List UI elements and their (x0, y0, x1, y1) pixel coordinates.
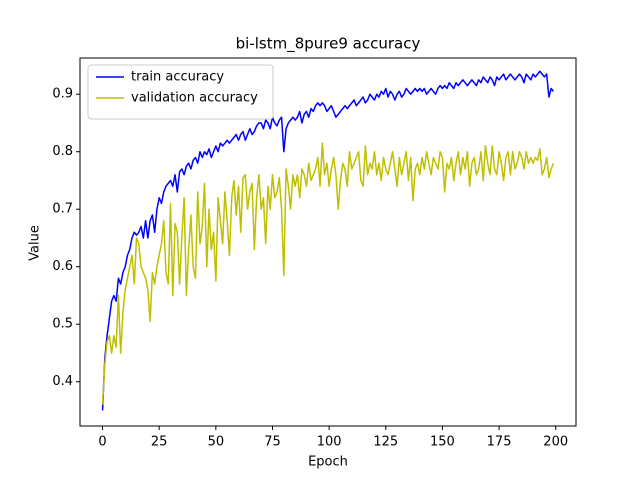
legend-box (87, 64, 274, 120)
x-tick-label: 200 (543, 435, 568, 450)
series-line (101, 70, 555, 411)
x-tick-label: 75 (264, 435, 281, 450)
y-tick-label: 0.5 (52, 317, 73, 332)
y-tick-label: 0.6 (52, 259, 73, 274)
x-tick-label: 0 (98, 435, 106, 450)
y-tick-label: 0.7 (52, 202, 73, 217)
x-tick-label: 100 (317, 435, 342, 450)
x-tick-label: 125 (373, 435, 398, 450)
plot-frame (79, 57, 577, 427)
legend-label: train accuracy (131, 70, 224, 85)
y-tick-label: 0.4 (52, 374, 73, 389)
chart-title: bi-lstm_8pure9 accuracy (236, 35, 421, 54)
x-tick-label: 175 (487, 435, 512, 450)
y-tick-label: 0.8 (52, 144, 73, 159)
x-tick-label: 50 (208, 435, 225, 450)
x-axis-label: Epoch (308, 455, 348, 470)
series-line (101, 142, 555, 405)
x-tick-label: 150 (430, 435, 455, 450)
legend-label: validation accuracy (131, 91, 258, 106)
y-tick-label: 0.9 (52, 87, 73, 102)
y-axis-label: Value (28, 225, 43, 261)
x-tick-label: 25 (151, 435, 168, 450)
